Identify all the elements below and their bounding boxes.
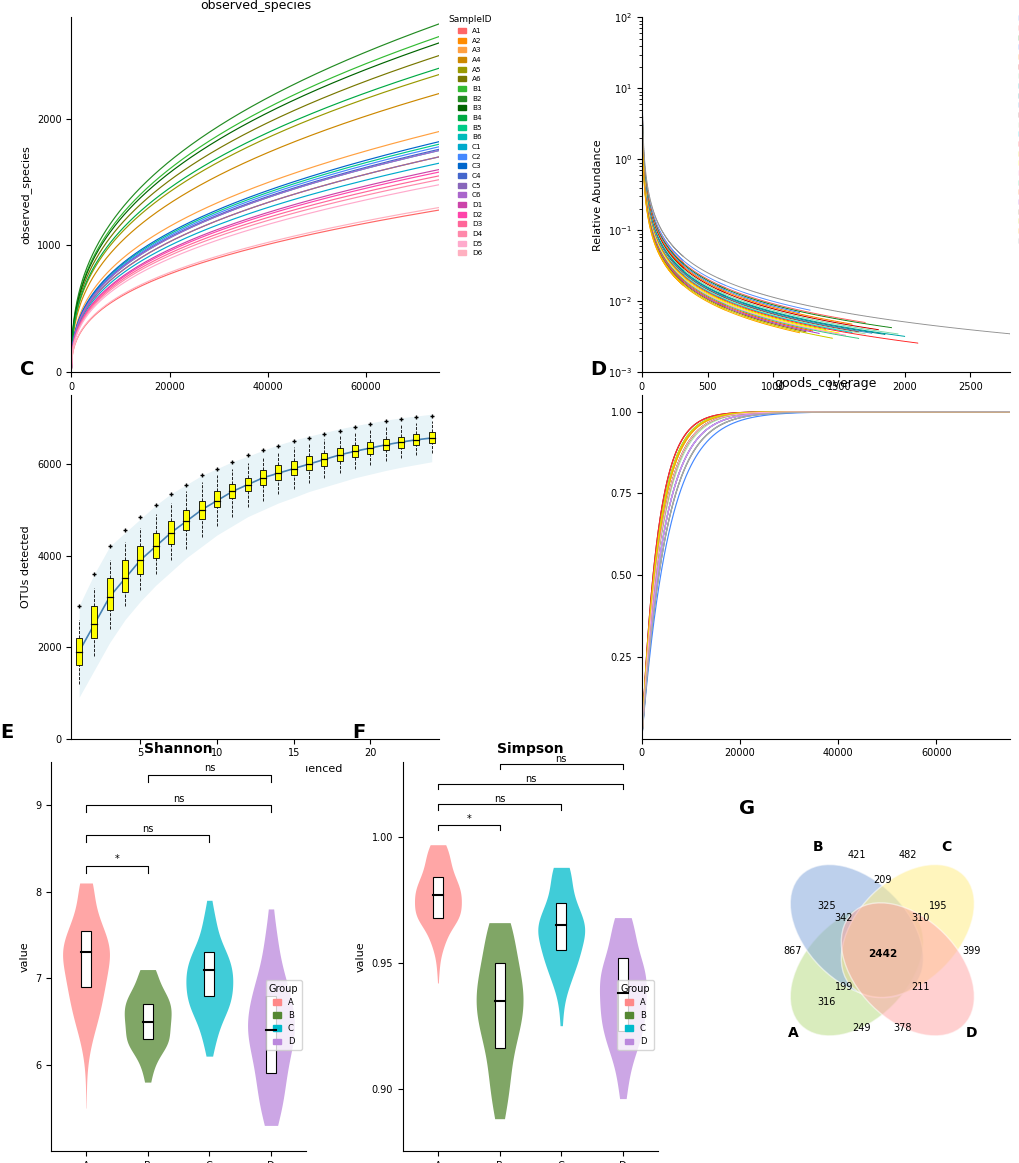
Text: 211: 211 (910, 983, 929, 992)
Text: ns: ns (555, 754, 567, 764)
Ellipse shape (841, 864, 973, 998)
Text: 867: 867 (783, 947, 802, 956)
Text: E: E (0, 723, 13, 742)
Title: Shannon: Shannon (144, 742, 213, 756)
Y-axis label: value: value (19, 941, 30, 972)
X-axis label: OTU Rank: OTU Rank (798, 398, 853, 407)
Text: ns: ns (172, 793, 184, 804)
Text: 378: 378 (893, 1023, 911, 1033)
Text: 199: 199 (834, 983, 853, 992)
Ellipse shape (790, 902, 922, 1036)
Bar (229, 484, 235, 498)
Bar (199, 500, 205, 519)
Bar (92, 606, 97, 637)
Text: 249: 249 (852, 1023, 870, 1033)
Bar (413, 434, 419, 445)
Bar (183, 509, 190, 530)
Bar (382, 440, 388, 450)
Bar (275, 465, 281, 480)
Text: 310: 310 (910, 913, 929, 923)
Text: F: F (352, 723, 365, 742)
Bar (138, 547, 144, 573)
Text: 325: 325 (816, 900, 835, 911)
Ellipse shape (790, 864, 922, 998)
Bar (260, 471, 266, 485)
Bar (168, 521, 174, 544)
Bar (367, 442, 373, 454)
Bar (306, 456, 312, 471)
Title: observed_species: observed_species (200, 0, 311, 12)
Bar (204, 952, 214, 996)
Y-axis label: observed_species: observed_species (20, 145, 32, 244)
Bar (494, 963, 504, 1048)
Bar (76, 637, 82, 665)
Bar (245, 478, 251, 492)
Bar (555, 902, 566, 950)
Bar (336, 449, 342, 462)
Text: 316: 316 (816, 998, 835, 1007)
Y-axis label: OTUs detected: OTUs detected (21, 526, 32, 608)
Title: Simpson: Simpson (496, 742, 564, 756)
Text: B: B (812, 840, 823, 854)
Legend: A, B, C, D: A, B, C, D (616, 980, 653, 1050)
Text: *: * (114, 854, 119, 864)
Bar (618, 958, 628, 1030)
Bar (122, 561, 127, 592)
Text: 2442: 2442 (867, 949, 896, 959)
X-axis label: Number of samples sequenced: Number of samples sequenced (168, 764, 341, 773)
X-axis label: sequences_per_sample: sequences_per_sample (191, 398, 320, 408)
Text: 209: 209 (872, 875, 891, 885)
Text: C: C (19, 359, 35, 379)
Bar (321, 452, 327, 466)
Text: D: D (965, 1026, 976, 1040)
Text: 342: 342 (834, 913, 853, 923)
Bar (397, 436, 404, 448)
Bar (81, 930, 91, 987)
Bar (266, 996, 276, 1073)
Y-axis label: Relative Abundance: Relative Abundance (592, 140, 602, 250)
Bar (428, 433, 434, 443)
Legend: A1, A2, A3, A4, A5, A6, B1, B2, B3, B4, B5, B6, C1, C2, C3, C4, C5, C6, D1, D2, : A1, A2, A3, A4, A5, A6, B1, B2, B3, B4, … (1016, 14, 1019, 245)
Text: A: A (787, 1026, 798, 1040)
Bar (214, 492, 220, 507)
Bar (143, 1004, 153, 1039)
Text: D: D (590, 359, 606, 379)
Text: G: G (739, 799, 755, 818)
Text: 399: 399 (961, 947, 980, 956)
Bar (153, 533, 159, 558)
Text: ns: ns (142, 823, 153, 834)
Text: 421: 421 (847, 849, 865, 859)
Title: goods_coverage: goods_coverage (773, 377, 876, 390)
Ellipse shape (841, 902, 973, 1036)
Text: 482: 482 (898, 849, 916, 859)
Text: C: C (940, 840, 951, 854)
Legend: A1, A2, A3, A4, A5, A6, B1, B2, B3, B4, B5, B6, C1, C2, C3, C4, C5, C6, D1, D2, : A1, A2, A3, A4, A5, A6, B1, B2, B3, B4, … (1016, 392, 1019, 636)
Text: ns: ns (493, 794, 504, 804)
Text: *: * (466, 814, 471, 825)
Legend: A, B, C, D: A, B, C, D (265, 980, 302, 1050)
Text: 195: 195 (928, 900, 947, 911)
Bar (290, 461, 297, 475)
Text: ns: ns (204, 763, 215, 773)
Legend: A1, A2, A3, A4, A5, A6, B1, B2, B3, B4, B5, B6, C1, C2, C3, C4, C5, C6, D1, D2, : A1, A2, A3, A4, A5, A6, B1, B2, B3, B4, … (446, 14, 492, 258)
Bar (352, 444, 358, 457)
Text: ns: ns (524, 773, 536, 784)
Bar (432, 877, 442, 918)
Y-axis label: value: value (356, 941, 366, 972)
Bar (107, 578, 112, 611)
